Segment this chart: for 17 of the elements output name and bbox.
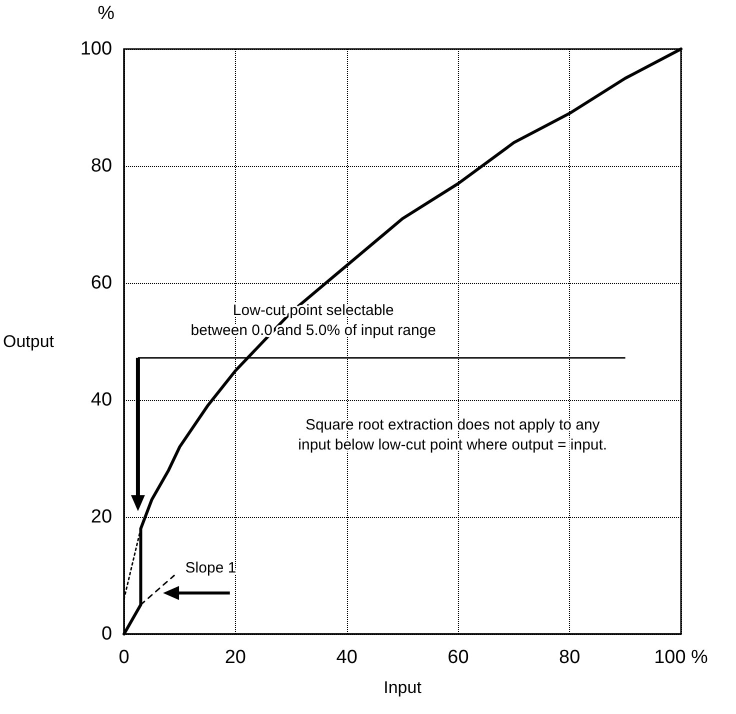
x-tick-label: 40 <box>336 647 358 668</box>
y-axis-title: Output <box>2 332 54 351</box>
x-axis-title: Input <box>384 678 422 697</box>
x-tick-label: 80 <box>559 647 580 668</box>
x-tick-label: 0 <box>118 647 130 668</box>
y-tick-label: 0 <box>101 624 112 644</box>
y-tick-label: 20 <box>90 506 112 528</box>
y-tick-label: 40 <box>90 390 112 410</box>
x-tick-label: 100 % <box>654 647 708 668</box>
annotation: Slope 1 <box>185 560 236 577</box>
annotation: Square root extraction does not apply to any input below low-cut point where output = input. <box>298 416 608 454</box>
y-tick-label: 80 <box>90 156 112 176</box>
x-tick-label: 60 <box>448 647 469 668</box>
y-tick-label: 100 <box>80 38 112 60</box>
x-tick-label: 20 <box>224 647 246 668</box>
y-tick-label: 60 <box>90 272 112 294</box>
text: % <box>98 3 115 24</box>
